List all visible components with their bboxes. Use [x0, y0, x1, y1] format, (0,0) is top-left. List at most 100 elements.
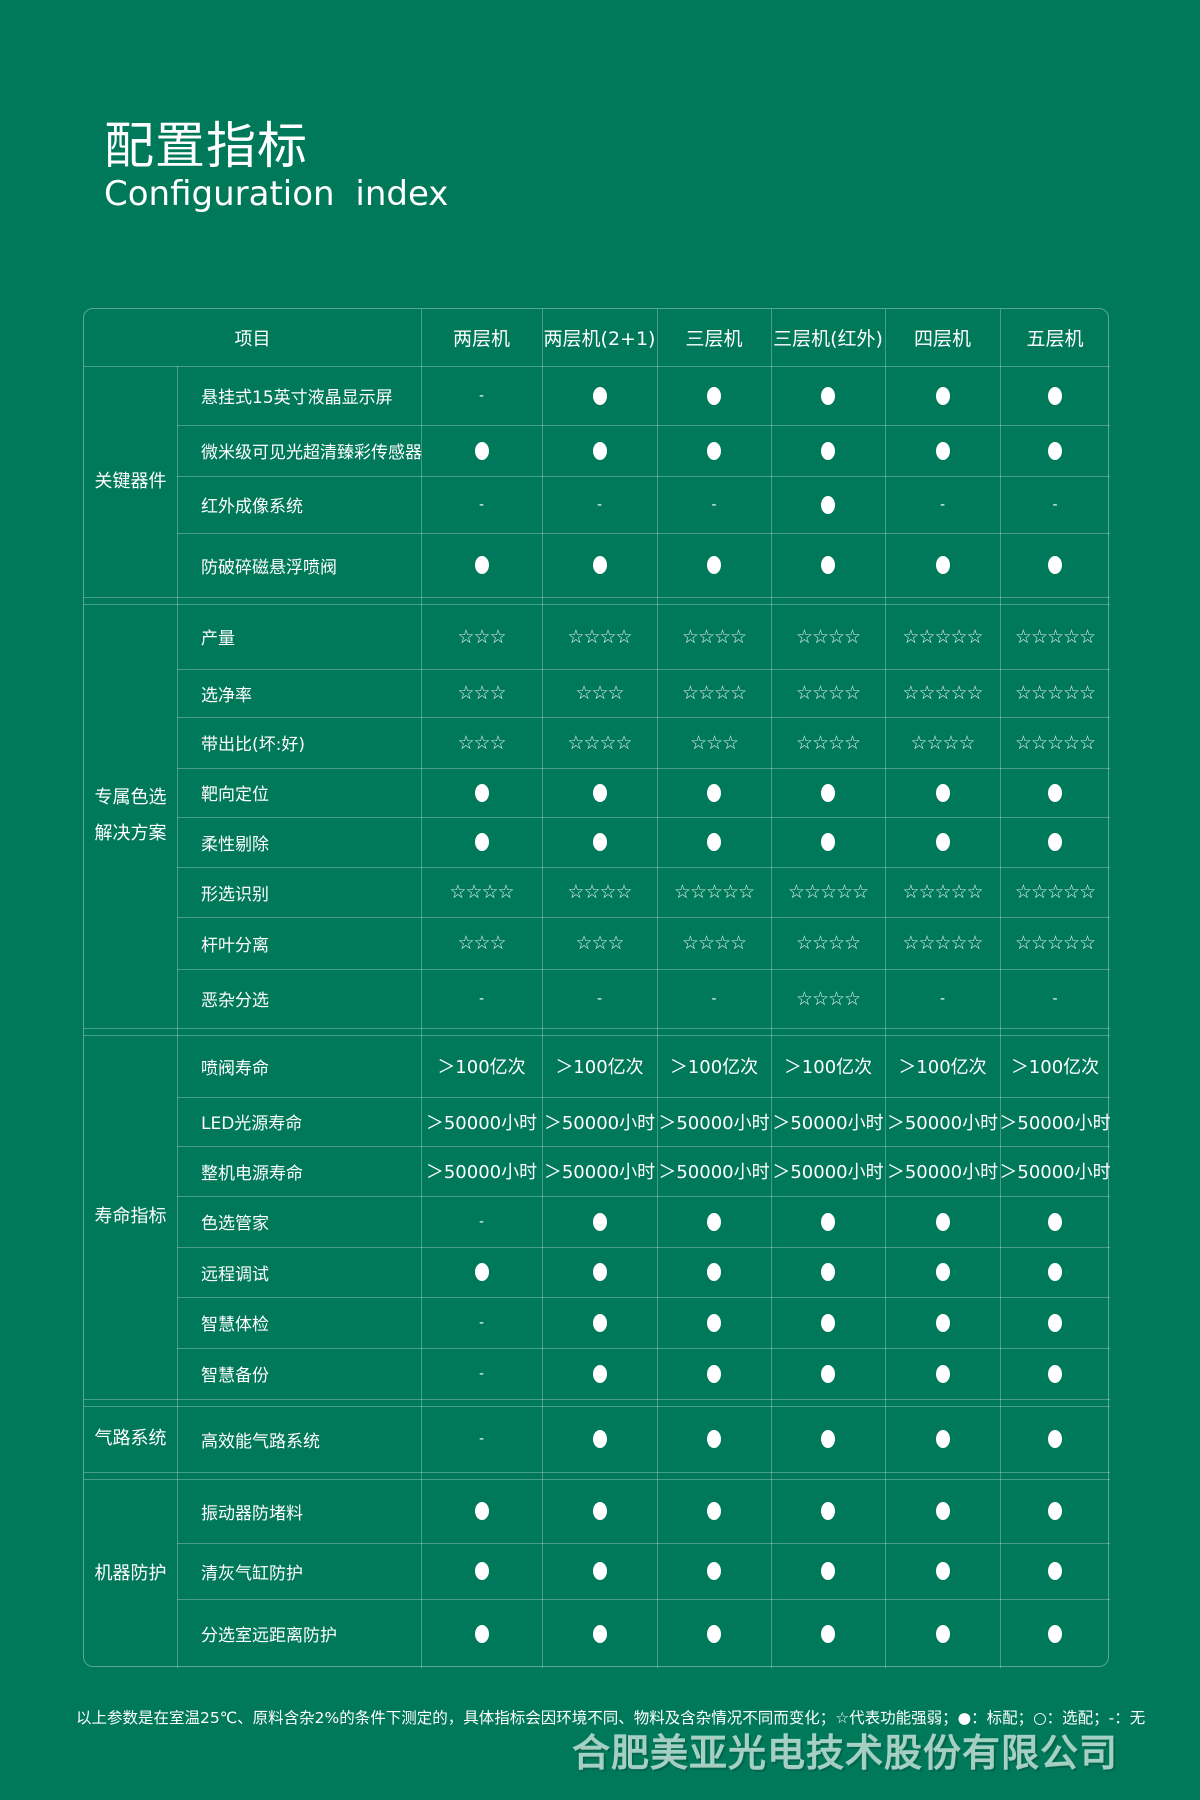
star-rating: ☆☆☆☆☆ — [1014, 932, 1096, 954]
column-divider — [885, 309, 886, 1668]
star-rating: ☆☆☆ — [457, 682, 506, 704]
row-label: 悬挂式15英寸液晶显示屏 — [201, 388, 393, 408]
row-divider — [177, 425, 1110, 426]
row-label: 远程调试 — [201, 1264, 269, 1285]
table-cell: - — [542, 476, 657, 533]
star-rating: ☆☆☆☆ — [795, 625, 861, 648]
cell-value: ＞100亿次 — [783, 1057, 873, 1078]
table-cell — [657, 1297, 771, 1348]
table-cell — [657, 533, 771, 597]
table-cell: ＞100亿次 — [1000, 1035, 1110, 1097]
standard-dot-icon — [821, 1562, 835, 1580]
header-model: 五层机 — [1026, 328, 1084, 350]
standard-dot-icon — [474, 556, 489, 574]
standard-dot-icon — [592, 1212, 607, 1231]
row-divider — [177, 1097, 1110, 1098]
standard-dot-icon — [707, 1502, 721, 1520]
row-label: 振动器防堵料 — [201, 1503, 303, 1524]
table-cell — [542, 366, 657, 425]
table-cell — [1000, 817, 1110, 867]
cell-value: ＞100亿次 — [669, 1057, 759, 1078]
cell-value: ＞50000小时 — [886, 1162, 999, 1183]
standard-dot-icon — [592, 1430, 607, 1448]
cell-value: ＞50000小时 — [425, 1162, 538, 1183]
star-rating: ☆☆☆☆ — [681, 932, 747, 954]
table-cell — [771, 768, 885, 817]
table-cell — [1000, 366, 1110, 425]
table-cell: ☆☆☆☆☆ — [885, 669, 1000, 717]
table-cell: ☆☆☆☆ — [542, 604, 657, 669]
table-cell: ☆☆☆ — [421, 917, 542, 969]
table-cell — [421, 533, 542, 597]
standard-dot-icon — [707, 833, 721, 851]
standard-dot-icon — [592, 1624, 607, 1643]
group-label: 寿命指标 — [94, 1206, 167, 1227]
cell-value: - — [1052, 496, 1058, 513]
cell-value: ＞100亿次 — [437, 1057, 526, 1078]
table-cell — [1000, 1348, 1110, 1399]
star-rating: ☆☆☆☆☆ — [787, 881, 869, 903]
standard-dot-icon — [1048, 1364, 1062, 1383]
table-cell: - — [885, 969, 1000, 1028]
table-cell: ☆☆☆☆ — [657, 669, 771, 717]
star-rating: ☆☆☆☆☆ — [673, 881, 755, 903]
table-cell: ☆☆☆☆☆ — [1000, 669, 1110, 717]
table-cell: ＞50000小时 — [885, 1097, 1000, 1146]
table-cell: ☆☆☆☆ — [771, 604, 885, 669]
table-cell: ☆☆☆☆ — [657, 604, 771, 669]
table-cell: ＞50000小时 — [771, 1097, 885, 1146]
row-label: 智慧体检 — [201, 1315, 269, 1335]
standard-dot-icon — [935, 833, 950, 851]
table-cell: - — [421, 476, 542, 533]
row-divider — [177, 533, 1110, 534]
table-cell: - — [542, 969, 657, 1028]
table-cell: ＞100亿次 — [542, 1035, 657, 1097]
table-cell — [885, 817, 1000, 867]
standard-dot-icon — [821, 1212, 835, 1231]
table-cell — [885, 425, 1000, 476]
table-cell: ☆☆☆☆ — [771, 717, 885, 768]
table-cell: ☆☆☆☆☆ — [1000, 604, 1110, 669]
row-divider — [177, 476, 1110, 477]
table-cell: ☆☆☆ — [657, 717, 771, 768]
table-cell — [657, 1406, 771, 1472]
table-cell: - — [657, 969, 771, 1028]
table-cell — [542, 1543, 657, 1599]
standard-dot-icon — [821, 833, 835, 851]
row-label: 分选室远距离防护 — [201, 1626, 337, 1646]
table-cell — [885, 533, 1000, 597]
cell-value: ＞50000小时 — [772, 1112, 884, 1134]
divider — [84, 366, 1110, 367]
table-cell — [885, 1406, 1000, 1472]
table-cell: ☆☆☆☆ — [657, 917, 771, 969]
table-cell: ☆☆☆ — [421, 717, 542, 768]
table-cell — [1000, 1599, 1110, 1668]
page-title: 配置指标 — [104, 117, 308, 175]
table-cell — [771, 1406, 885, 1472]
table-cell — [542, 768, 657, 817]
cell-value: - — [478, 990, 485, 1007]
row-label: 产量 — [201, 629, 235, 649]
page-subtitle: Configuration index — [104, 174, 449, 214]
table-cell: ☆☆☆☆ — [885, 717, 1000, 768]
standard-dot-icon — [474, 1502, 489, 1520]
table-cell: ☆☆☆☆☆ — [885, 917, 1000, 969]
table-cell — [771, 817, 885, 867]
table-cell: ＞50000小时 — [657, 1097, 771, 1146]
standard-dot-icon — [1048, 386, 1062, 405]
table-cell: ＞50000小时 — [421, 1097, 542, 1146]
star-rating: ☆☆☆ — [575, 932, 624, 954]
table-cell — [1000, 1196, 1110, 1247]
standard-dot-icon — [592, 1364, 607, 1383]
table-cell: ☆☆☆☆ — [421, 867, 542, 917]
table-cell: ☆☆☆☆ — [771, 669, 885, 717]
row-label: 柔性剔除 — [201, 834, 269, 855]
standard-dot-icon — [821, 386, 835, 405]
cell-value: - — [939, 990, 946, 1007]
star-rating: ☆☆☆☆☆ — [1014, 731, 1096, 754]
table-cell — [657, 1348, 771, 1399]
standard-dot-icon — [707, 1263, 721, 1281]
standard-dot-icon — [707, 1624, 721, 1643]
table-cell: ☆☆☆ — [421, 669, 542, 717]
standard-dot-icon — [474, 1263, 489, 1281]
